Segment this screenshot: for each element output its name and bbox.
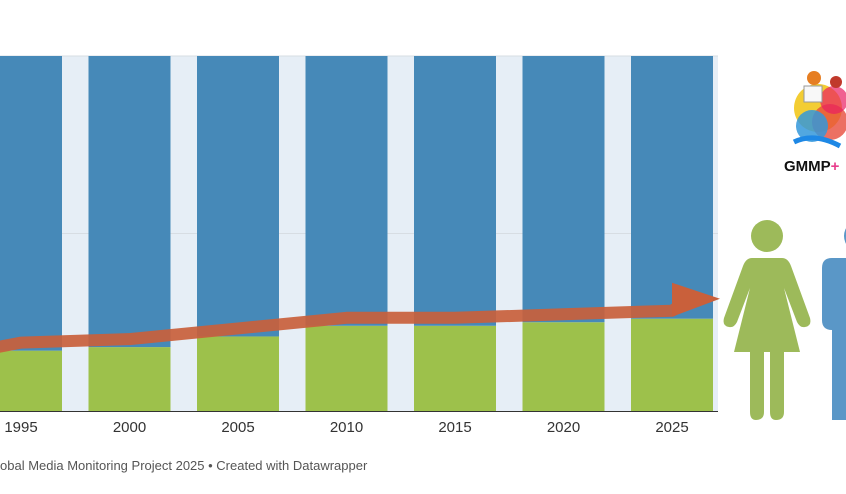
logo-text: GMMP [784,158,831,175]
bar-segment-men [522,56,605,323]
bars [0,56,713,411]
x-tick-label: 1995 [4,419,37,436]
bar-segment-men [631,56,713,319]
chart-footer: obal Media Monitoring Project 2025 • Cre… [0,458,368,473]
bar-segment-women [88,347,171,411]
x-tick-label: 2000 [113,419,146,436]
woman-icon [723,220,811,420]
bar-segment-men [0,56,62,351]
bar-segment-men [414,56,496,326]
bar-segment-women [414,325,496,411]
man-icon [822,228,846,420]
bar-segment-women [0,350,62,411]
trend-arrow-head [672,282,720,317]
logo-graphic [792,71,846,149]
bar-segment-women [522,322,605,411]
bar-segment-men [88,56,171,348]
x-tick-label: 2025 [655,419,688,436]
trend-arrow [0,282,720,353]
logo-plus: + [830,158,840,175]
bar-segment-men [197,56,279,337]
gmmp-logo: GMMP+ [784,62,846,180]
x-tick-labels: 1995 2000 2005 2010 2015 2020 2025 [4,419,688,436]
x-tick-label: 2010 [330,419,363,436]
x-tick-label: 2005 [221,419,254,436]
bar-segment-men [305,56,388,326]
bar-segment-women [631,318,713,411]
bar-segment-women [197,336,279,411]
x-tick-label: 2020 [547,419,580,436]
x-tick-label: 2015 [438,419,471,436]
trend-arrow-shaft [0,292,698,353]
bar-segment-women [305,325,388,411]
